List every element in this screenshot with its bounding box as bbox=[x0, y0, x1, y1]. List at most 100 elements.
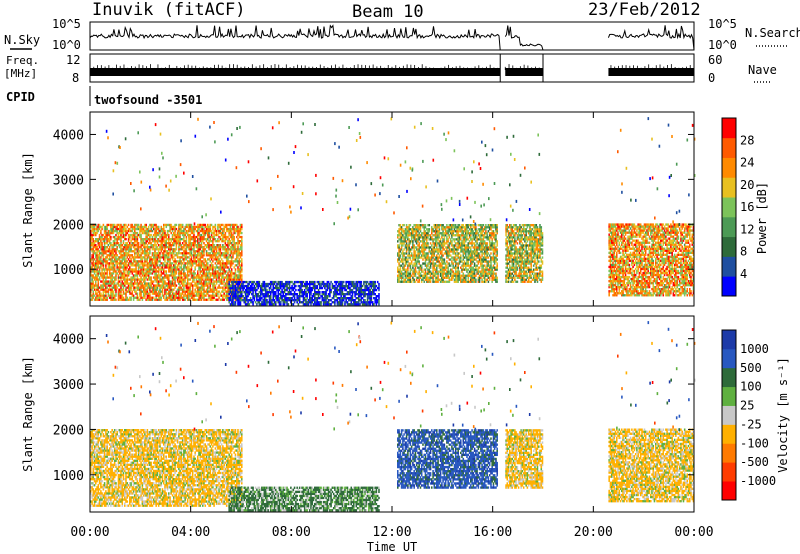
echo-cell bbox=[157, 294, 160, 297]
echo-cell bbox=[110, 242, 112, 245]
echo-cell bbox=[359, 303, 361, 306]
date-title: 23/Feb/2012 bbox=[588, 0, 701, 20]
echo-cell bbox=[163, 258, 165, 261]
echo-cell bbox=[161, 292, 164, 295]
echo-cell bbox=[98, 250, 101, 253]
echo-cell bbox=[200, 266, 203, 269]
echo-cell bbox=[163, 268, 165, 271]
echo-cell bbox=[117, 290, 120, 293]
echo-cell bbox=[121, 276, 124, 279]
echo-cell bbox=[189, 240, 191, 243]
echo-cell bbox=[97, 264, 100, 267]
echo-cell bbox=[91, 223, 93, 227]
echo-cell bbox=[241, 264, 243, 267]
echo-cell bbox=[173, 296, 175, 299]
echo-cell bbox=[180, 264, 183, 267]
echo-cell bbox=[159, 252, 161, 255]
echo-cell bbox=[98, 294, 101, 297]
echo-cell bbox=[183, 296, 185, 299]
echo-cell bbox=[155, 268, 157, 271]
echo-cell bbox=[135, 256, 137, 259]
echo-cell bbox=[97, 286, 100, 289]
echo-cell bbox=[160, 256, 163, 259]
echo-cell bbox=[303, 288, 306, 292]
echo-cell bbox=[180, 227, 183, 231]
echo-cell bbox=[122, 284, 125, 287]
echo-cell bbox=[146, 235, 149, 239]
echo-cell bbox=[154, 238, 156, 241]
echo-cell bbox=[149, 270, 151, 273]
echo-cell bbox=[96, 262, 98, 265]
echo-cell bbox=[137, 282, 140, 285]
echo-cell bbox=[116, 262, 118, 265]
echo-cell bbox=[102, 276, 105, 279]
echo-cell bbox=[160, 244, 163, 247]
echo-cell bbox=[102, 238, 105, 241]
echo-cell bbox=[169, 286, 171, 289]
echo-cell bbox=[96, 276, 98, 279]
echo-cell bbox=[203, 246, 205, 249]
echo-cell bbox=[92, 296, 95, 299]
echo-cell bbox=[183, 246, 185, 249]
echo-cell bbox=[150, 278, 152, 281]
echo-cell bbox=[136, 231, 139, 235]
echo-cell bbox=[142, 284, 145, 287]
echo-cell bbox=[154, 276, 156, 279]
echo-cell bbox=[129, 242, 131, 245]
echo-cell bbox=[238, 282, 241, 286]
echo-cell bbox=[95, 248, 97, 251]
echo-cell bbox=[98, 286, 101, 289]
echo-cell bbox=[171, 290, 174, 293]
echo-cell bbox=[105, 256, 107, 259]
echo-cell bbox=[180, 244, 183, 247]
echo-cell bbox=[125, 238, 127, 241]
echo-cell bbox=[142, 292, 145, 295]
echo-cell bbox=[124, 258, 126, 261]
echo-cell bbox=[293, 286, 296, 290]
echo-cell bbox=[127, 244, 130, 247]
echo-cell bbox=[183, 282, 185, 285]
echo-cell bbox=[229, 288, 232, 292]
echo-cell bbox=[266, 303, 268, 306]
echo-cell bbox=[111, 229, 113, 233]
echo-cell bbox=[225, 254, 228, 257]
echo-cell bbox=[149, 246, 151, 249]
echo-cell bbox=[120, 225, 122, 229]
echo-cell bbox=[330, 303, 332, 306]
echo-cell bbox=[186, 231, 189, 235]
echo-cell bbox=[135, 244, 137, 247]
echo-cell bbox=[151, 235, 154, 239]
echo-cell bbox=[163, 270, 165, 273]
echo-cell bbox=[213, 235, 215, 239]
echo-cell bbox=[173, 266, 175, 269]
echo-cell bbox=[409, 242, 412, 245]
echo-cell bbox=[135, 272, 137, 275]
echo-cell bbox=[237, 256, 239, 259]
echo-cell bbox=[412, 276, 414, 279]
echo-cell bbox=[122, 278, 125, 281]
echo-cell bbox=[106, 272, 108, 275]
echo-cell bbox=[369, 303, 371, 306]
echo-cell bbox=[155, 290, 157, 293]
echo-cell bbox=[144, 284, 146, 287]
echo-cell bbox=[252, 303, 254, 306]
echo-cell bbox=[164, 235, 166, 239]
echo-cell bbox=[126, 272, 129, 275]
echo-cell bbox=[149, 290, 151, 293]
echo-cell bbox=[165, 270, 168, 273]
echo-cell bbox=[233, 240, 235, 243]
echo-cell bbox=[135, 278, 137, 281]
echo-cell bbox=[374, 280, 376, 284]
echo-cell bbox=[108, 296, 111, 299]
echo-cell bbox=[152, 264, 155, 267]
echo-cell bbox=[134, 231, 136, 235]
echo-cell bbox=[160, 266, 163, 269]
echo-cell bbox=[407, 266, 409, 269]
echo-cell bbox=[165, 240, 168, 243]
echo-cell bbox=[149, 242, 151, 245]
echo-cell bbox=[170, 223, 173, 227]
echo-cell bbox=[137, 298, 140, 301]
echo-cell bbox=[181, 225, 184, 229]
echo-cell bbox=[171, 266, 174, 269]
echo-cell bbox=[132, 256, 135, 259]
